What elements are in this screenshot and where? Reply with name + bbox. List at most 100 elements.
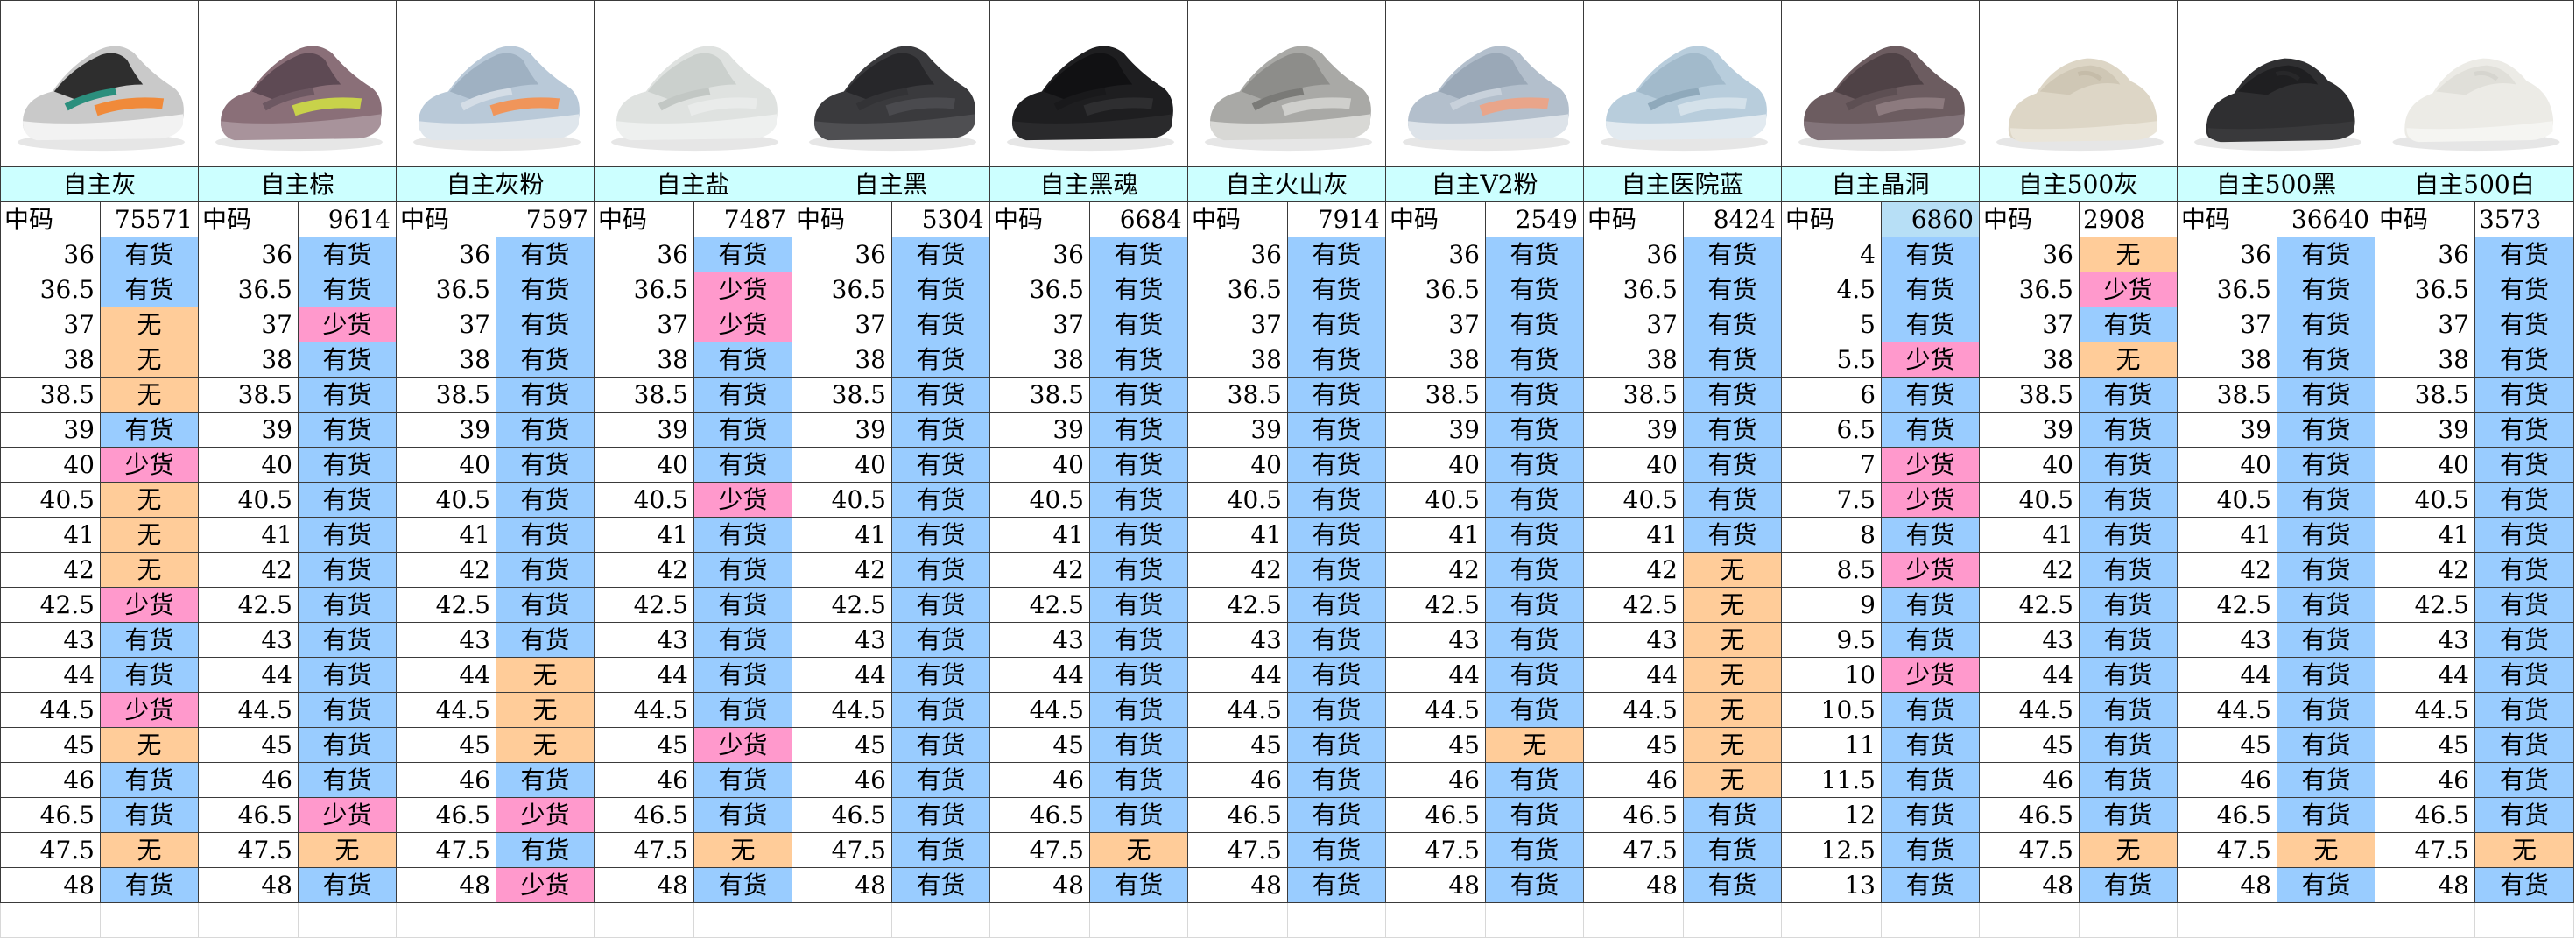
size-cell[interactable]: 36 (594, 236, 694, 272)
code-label[interactable]: 中码 (1583, 201, 1684, 237)
stock-status-cell[interactable]: 有货 (1089, 307, 1188, 342)
size-cell[interactable]: 42 (1187, 552, 1288, 588)
stock-status-cell[interactable]: 有货 (1089, 517, 1188, 553)
size-cell[interactable]: 38 (989, 342, 1090, 378)
stock-status-cell[interactable]: 有货 (1485, 517, 1584, 553)
stock-status-cell[interactable]: 有货 (1287, 236, 1386, 272)
stock-status-cell[interactable]: 有货 (2277, 342, 2375, 378)
size-cell[interactable]: 46 (1385, 762, 1486, 798)
stock-status-cell[interactable]: 有货 (2277, 412, 2375, 448)
stock-status-cell[interactable]: 有货 (496, 272, 595, 307)
size-cell[interactable]: 46.5 (1385, 797, 1486, 833)
size-cell[interactable]: 36 (1583, 236, 1684, 272)
size-cell[interactable]: 44 (594, 657, 694, 693)
stock-status-cell[interactable]: 有货 (1287, 447, 1386, 483)
size-cell[interactable]: 44 (2375, 657, 2475, 693)
size-cell[interactable]: 44.5 (1979, 692, 2080, 728)
size-cell[interactable]: 42 (396, 552, 496, 588)
stock-status-cell[interactable]: 有货 (891, 867, 990, 903)
empty-cell[interactable] (693, 902, 792, 938)
size-cell[interactable]: 44 (0, 657, 101, 693)
stock-status-cell[interactable]: 有货 (2474, 342, 2574, 378)
size-cell[interactable]: 41 (1187, 517, 1288, 553)
size-cell[interactable]: 10 (1781, 657, 1882, 693)
stock-status-cell[interactable]: 有货 (1485, 272, 1584, 307)
size-cell[interactable]: 45 (1187, 727, 1288, 763)
stock-status-cell[interactable]: 有货 (1881, 867, 1980, 903)
stock-status-cell[interactable]: 少货 (693, 727, 792, 763)
empty-cell[interactable] (2375, 902, 2475, 938)
size-cell[interactable]: 36 (396, 236, 496, 272)
stock-status-cell[interactable]: 有货 (2277, 447, 2375, 483)
stock-status-cell[interactable]: 有货 (2474, 692, 2574, 728)
stock-status-cell[interactable]: 有货 (2474, 867, 2574, 903)
size-cell[interactable]: 42.5 (1187, 587, 1288, 623)
size-cell[interactable]: 45 (989, 727, 1090, 763)
empty-cell[interactable] (1485, 902, 1584, 938)
size-cell[interactable]: 47.5 (1385, 832, 1486, 868)
product-code[interactable]: 6860 (1881, 201, 1980, 237)
product-name[interactable]: 自主500黑 (2177, 166, 2375, 202)
stock-status-cell[interactable]: 有货 (1485, 482, 1584, 518)
size-cell[interactable]: 47.5 (1187, 832, 1288, 868)
stock-status-cell[interactable]: 有货 (1881, 797, 1980, 833)
empty-cell[interactable] (891, 902, 990, 938)
size-cell[interactable]: 46.5 (792, 797, 892, 833)
size-cell[interactable]: 42.5 (594, 587, 694, 623)
stock-status-cell[interactable]: 有货 (1089, 622, 1188, 658)
size-cell[interactable]: 5.5 (1781, 342, 1882, 378)
stock-status-cell[interactable]: 有货 (693, 622, 792, 658)
product-name[interactable]: 自主晶洞 (1781, 166, 1980, 202)
size-cell[interactable]: 38.5 (1583, 377, 1684, 413)
size-cell[interactable]: 37 (396, 307, 496, 342)
size-cell[interactable]: 43 (2375, 622, 2475, 658)
stock-status-cell[interactable]: 有货 (2277, 587, 2375, 623)
product-code[interactable]: 6684 (1089, 201, 1188, 237)
size-cell[interactable]: 48 (594, 867, 694, 903)
size-cell[interactable]: 38 (2375, 342, 2475, 378)
stock-status-cell[interactable]: 有货 (1287, 342, 1386, 378)
empty-cell[interactable] (1385, 902, 1486, 938)
code-label[interactable]: 中码 (792, 201, 892, 237)
size-cell[interactable]: 36.5 (1187, 272, 1288, 307)
size-cell[interactable]: 36.5 (396, 272, 496, 307)
stock-status-cell[interactable]: 有货 (1881, 622, 1980, 658)
stock-status-cell[interactable]: 有货 (891, 482, 990, 518)
stock-status-cell[interactable]: 无 (1683, 657, 1782, 693)
empty-cell[interactable] (496, 902, 595, 938)
size-cell[interactable]: 36 (792, 236, 892, 272)
size-cell[interactable]: 44 (396, 657, 496, 693)
size-cell[interactable]: 39 (2375, 412, 2475, 448)
size-cell[interactable]: 40 (594, 447, 694, 483)
size-cell[interactable]: 39 (989, 412, 1090, 448)
stock-status-cell[interactable]: 有货 (100, 412, 199, 448)
stock-status-cell[interactable]: 无 (100, 342, 199, 378)
size-cell[interactable]: 38.5 (1187, 377, 1288, 413)
product-code[interactable]: 9614 (298, 201, 397, 237)
stock-status-cell[interactable]: 有货 (1881, 307, 1980, 342)
stock-status-cell[interactable]: 有货 (1287, 587, 1386, 623)
size-cell[interactable]: 45 (396, 727, 496, 763)
size-cell[interactable]: 9.5 (1781, 622, 1882, 658)
size-cell[interactable]: 38 (396, 342, 496, 378)
stock-status-cell[interactable]: 有货 (891, 727, 990, 763)
size-cell[interactable]: 36.5 (792, 272, 892, 307)
size-cell[interactable]: 46.5 (594, 797, 694, 833)
size-cell[interactable]: 42.5 (2375, 587, 2475, 623)
stock-status-cell[interactable]: 有货 (891, 307, 990, 342)
size-cell[interactable]: 42.5 (1583, 587, 1684, 623)
stock-status-cell[interactable]: 有货 (2079, 692, 2178, 728)
size-cell[interactable]: 38.5 (792, 377, 892, 413)
size-cell[interactable]: 40.5 (396, 482, 496, 518)
size-cell[interactable]: 37 (0, 307, 101, 342)
empty-cell[interactable] (594, 902, 694, 938)
empty-cell[interactable] (1979, 902, 2080, 938)
size-cell[interactable]: 42.5 (396, 587, 496, 623)
stock-status-cell[interactable]: 有货 (1485, 307, 1584, 342)
size-cell[interactable]: 42.5 (2177, 587, 2277, 623)
code-label[interactable]: 中码 (1385, 201, 1486, 237)
stock-status-cell[interactable]: 少货 (693, 482, 792, 518)
size-cell[interactable]: 37 (1583, 307, 1684, 342)
size-cell[interactable]: 36 (989, 236, 1090, 272)
stock-status-cell[interactable]: 有货 (1089, 447, 1188, 483)
